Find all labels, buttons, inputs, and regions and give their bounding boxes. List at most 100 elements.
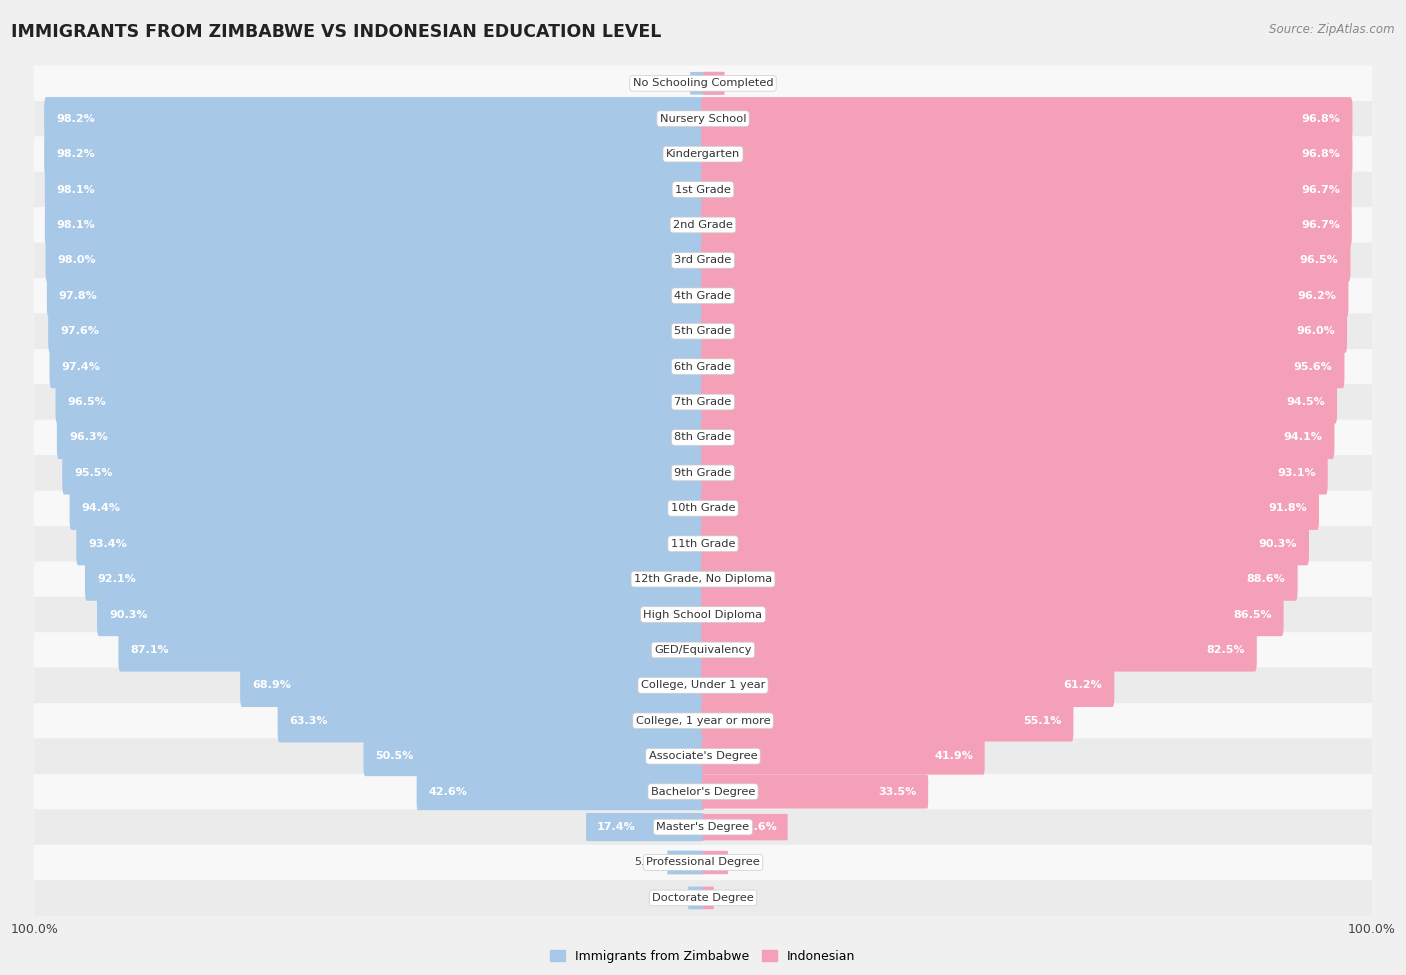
Text: 97.6%: 97.6% <box>60 327 98 336</box>
Text: 98.2%: 98.2% <box>56 114 96 124</box>
FancyBboxPatch shape <box>34 384 1372 420</box>
Text: Professional Degree: Professional Degree <box>647 857 759 868</box>
Text: 68.9%: 68.9% <box>252 681 291 690</box>
Text: 100.0%: 100.0% <box>1348 923 1396 936</box>
FancyBboxPatch shape <box>688 886 703 910</box>
FancyBboxPatch shape <box>703 72 724 95</box>
FancyBboxPatch shape <box>703 814 787 840</box>
FancyBboxPatch shape <box>55 380 704 424</box>
Text: 91.8%: 91.8% <box>1268 503 1308 513</box>
Text: 90.3%: 90.3% <box>110 609 148 619</box>
Text: Doctorate Degree: Doctorate Degree <box>652 893 754 903</box>
Text: College, 1 year or more: College, 1 year or more <box>636 716 770 725</box>
Text: 61.2%: 61.2% <box>1063 681 1102 690</box>
Text: 33.5%: 33.5% <box>879 787 917 797</box>
FancyBboxPatch shape <box>34 668 1372 703</box>
Text: 55.1%: 55.1% <box>1024 716 1062 725</box>
Text: 86.5%: 86.5% <box>1233 609 1271 619</box>
FancyBboxPatch shape <box>364 736 704 776</box>
Text: 96.0%: 96.0% <box>1296 327 1336 336</box>
Text: 96.3%: 96.3% <box>69 433 108 443</box>
FancyBboxPatch shape <box>702 664 1115 707</box>
Text: 6th Grade: 6th Grade <box>675 362 731 371</box>
FancyBboxPatch shape <box>34 208 1372 243</box>
FancyBboxPatch shape <box>702 700 1073 742</box>
FancyBboxPatch shape <box>34 880 1372 916</box>
FancyBboxPatch shape <box>46 274 704 318</box>
FancyBboxPatch shape <box>48 310 704 353</box>
FancyBboxPatch shape <box>44 98 704 140</box>
FancyBboxPatch shape <box>34 420 1372 455</box>
FancyBboxPatch shape <box>34 809 1372 844</box>
FancyBboxPatch shape <box>45 168 704 212</box>
FancyBboxPatch shape <box>702 168 1351 212</box>
FancyBboxPatch shape <box>702 487 1319 530</box>
Text: 98.0%: 98.0% <box>58 255 96 265</box>
Text: 12.6%: 12.6% <box>738 822 778 832</box>
FancyBboxPatch shape <box>690 72 703 95</box>
Text: 3.7%: 3.7% <box>733 857 762 868</box>
FancyBboxPatch shape <box>702 558 1298 601</box>
FancyBboxPatch shape <box>97 593 704 636</box>
FancyBboxPatch shape <box>34 738 1372 774</box>
FancyBboxPatch shape <box>702 416 1334 459</box>
Text: 1.9%: 1.9% <box>657 78 685 89</box>
Text: 50.5%: 50.5% <box>375 752 413 761</box>
FancyBboxPatch shape <box>416 773 704 810</box>
Text: No Schooling Completed: No Schooling Completed <box>633 78 773 89</box>
FancyBboxPatch shape <box>34 314 1372 349</box>
Text: 97.4%: 97.4% <box>62 362 100 371</box>
Text: 17.4%: 17.4% <box>596 822 636 832</box>
FancyBboxPatch shape <box>703 851 728 875</box>
Text: 96.5%: 96.5% <box>67 397 107 407</box>
FancyBboxPatch shape <box>34 65 1372 101</box>
FancyBboxPatch shape <box>702 239 1351 282</box>
FancyBboxPatch shape <box>44 133 704 176</box>
Text: Source: ZipAtlas.com: Source: ZipAtlas.com <box>1270 23 1395 36</box>
Text: Nursery School: Nursery School <box>659 114 747 124</box>
FancyBboxPatch shape <box>702 628 1257 672</box>
Text: 5th Grade: 5th Grade <box>675 327 731 336</box>
Text: 2nd Grade: 2nd Grade <box>673 220 733 230</box>
Text: 96.8%: 96.8% <box>1302 149 1340 159</box>
Text: 96.7%: 96.7% <box>1301 184 1340 195</box>
FancyBboxPatch shape <box>34 349 1372 384</box>
FancyBboxPatch shape <box>277 699 704 742</box>
Text: IMMIGRANTS FROM ZIMBABWE VS INDONESIAN EDUCATION LEVEL: IMMIGRANTS FROM ZIMBABWE VS INDONESIAN E… <box>11 23 662 41</box>
Text: 3rd Grade: 3rd Grade <box>675 255 731 265</box>
Text: 94.4%: 94.4% <box>82 503 121 513</box>
Text: 96.8%: 96.8% <box>1302 114 1340 124</box>
FancyBboxPatch shape <box>34 703 1372 738</box>
Text: 82.5%: 82.5% <box>1206 645 1244 655</box>
FancyBboxPatch shape <box>34 844 1372 880</box>
Text: 95.6%: 95.6% <box>1294 362 1333 371</box>
Text: 96.2%: 96.2% <box>1298 291 1337 301</box>
Text: 1st Grade: 1st Grade <box>675 184 731 195</box>
FancyBboxPatch shape <box>702 204 1351 247</box>
Text: 12th Grade, No Diploma: 12th Grade, No Diploma <box>634 574 772 584</box>
Text: 87.1%: 87.1% <box>131 645 169 655</box>
FancyBboxPatch shape <box>702 133 1353 176</box>
Text: Bachelor's Degree: Bachelor's Degree <box>651 787 755 797</box>
FancyBboxPatch shape <box>34 774 1372 809</box>
Text: 95.5%: 95.5% <box>75 468 112 478</box>
FancyBboxPatch shape <box>45 204 704 247</box>
FancyBboxPatch shape <box>34 172 1372 208</box>
Text: 4th Grade: 4th Grade <box>675 291 731 301</box>
FancyBboxPatch shape <box>702 451 1327 494</box>
FancyBboxPatch shape <box>62 451 704 494</box>
FancyBboxPatch shape <box>702 775 928 808</box>
Legend: Immigrants from Zimbabwe, Indonesian: Immigrants from Zimbabwe, Indonesian <box>546 945 860 968</box>
FancyBboxPatch shape <box>34 490 1372 526</box>
FancyBboxPatch shape <box>702 593 1284 636</box>
Text: 100.0%: 100.0% <box>10 923 58 936</box>
FancyBboxPatch shape <box>34 243 1372 278</box>
Text: 98.2%: 98.2% <box>56 149 96 159</box>
FancyBboxPatch shape <box>586 813 703 841</box>
FancyBboxPatch shape <box>34 278 1372 314</box>
Text: 94.5%: 94.5% <box>1286 397 1324 407</box>
Text: 90.3%: 90.3% <box>1258 539 1296 549</box>
FancyBboxPatch shape <box>118 628 704 672</box>
Text: 10th Grade: 10th Grade <box>671 503 735 513</box>
FancyBboxPatch shape <box>240 664 704 707</box>
